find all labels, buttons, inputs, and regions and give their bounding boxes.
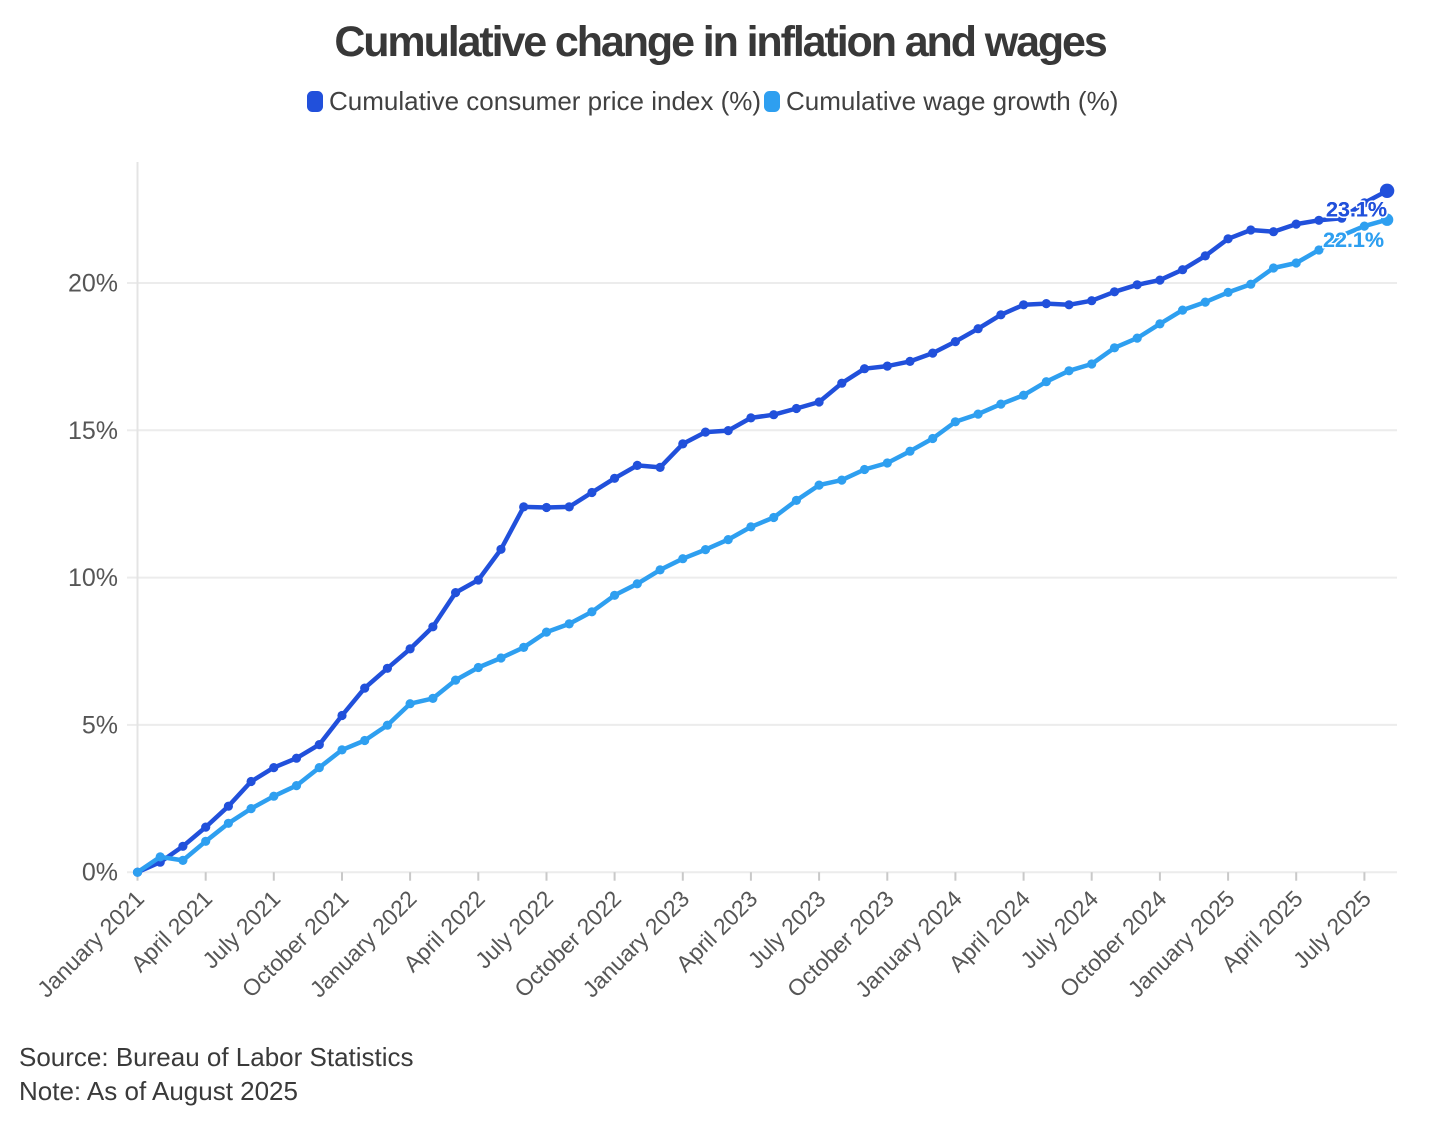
svg-text:20%: 20% (68, 270, 118, 298)
svg-text:23.1%: 23.1% (1326, 198, 1387, 222)
svg-text:23.1%: 23.1% (1326, 198, 1387, 222)
svg-text:15%: 15% (68, 417, 118, 445)
svg-text:Cumulative wage growth (%): Cumulative wage growth (%) (786, 86, 1118, 116)
svg-text:0%: 0% (82, 859, 118, 887)
svg-text:Cumulative consumer price inde: Cumulative consumer price index (%) (329, 86, 761, 116)
svg-text:Source: Bureau of Labor Statis: Source: Bureau of Labor Statistics (19, 1042, 414, 1072)
svg-text:22.1%: 22.1% (1323, 228, 1384, 252)
svg-text:22.1%: 22.1% (1323, 228, 1384, 252)
svg-text:10%: 10% (68, 564, 118, 592)
svg-text:Cumulative change in inflation: Cumulative change in inflation and wages (334, 18, 1107, 66)
svg-text:5%: 5% (82, 711, 118, 739)
svg-text:Note: As of August 2025: Note: As of August 2025 (19, 1076, 298, 1106)
